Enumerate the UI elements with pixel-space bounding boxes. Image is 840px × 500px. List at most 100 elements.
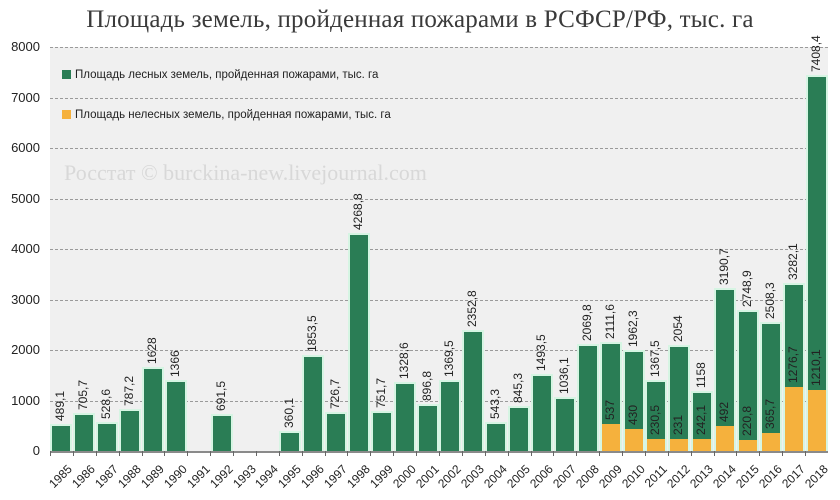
bar-value-label-total: 705,7 <box>76 379 90 410</box>
legend-item-forest: Площадь лесных земель, пройденная пожара… <box>62 69 378 81</box>
y-tick-label: 8000 <box>11 39 40 54</box>
x-tick <box>599 451 600 456</box>
x-tick <box>347 451 348 456</box>
chart-title: Площадь земель, пройденная пожарами в РС… <box>86 6 754 33</box>
bar-forest <box>739 312 757 451</box>
bar-forest <box>808 77 826 451</box>
bar-nonforest <box>625 429 643 451</box>
y-tick-label: 1000 <box>11 393 40 408</box>
gridline <box>50 148 828 149</box>
bar-forest <box>144 369 162 451</box>
bar-forest <box>716 290 734 451</box>
bar-value-label-total: 543,3 <box>488 388 502 419</box>
x-tick <box>462 451 463 456</box>
x-tick <box>531 451 532 456</box>
bar-nonforest <box>693 439 711 451</box>
x-tick <box>553 451 554 456</box>
x-tick <box>96 451 97 456</box>
bar-value-label-total: 3190,7 <box>717 248 731 285</box>
bar-forest <box>670 347 688 451</box>
x-tick <box>782 451 783 456</box>
bar-forest <box>327 414 345 451</box>
bar-forest <box>625 352 643 451</box>
bar-value-label-total: 845,3 <box>511 372 525 403</box>
bar-value-label-nonforest: 220,8 <box>740 405 754 436</box>
bar-forest <box>556 399 574 451</box>
bar-forest <box>75 415 93 451</box>
bar-nonforest <box>785 387 803 451</box>
bar-forest <box>579 346 597 451</box>
bar-value-label-total: 1158 <box>694 362 708 388</box>
bar-value-label-total: 4268,8 <box>351 193 365 230</box>
x-tick <box>645 451 646 456</box>
bar-forest <box>487 424 505 451</box>
gridline <box>50 199 828 200</box>
x-tick <box>416 451 417 456</box>
legend-swatch-nonforest <box>62 110 71 119</box>
bar-value-label-total: 2069,8 <box>580 304 594 341</box>
bar-value-label-total: 528,6 <box>99 388 113 419</box>
bar-value-label-nonforest: 242,1 <box>694 404 708 435</box>
bar-value-label-total: 2748,9 <box>740 270 754 307</box>
x-tick <box>485 451 486 456</box>
x-tick <box>691 451 692 456</box>
bar-forest <box>350 235 368 451</box>
bar-value-label-total: 896,8 <box>420 370 434 401</box>
x-tick <box>508 451 509 456</box>
bar-forest <box>510 408 528 451</box>
legend-swatch-forest <box>62 70 71 79</box>
y-tick-label: 0 <box>32 443 40 458</box>
bar-nonforest <box>716 426 734 451</box>
bar-value-label-total: 1366 <box>168 350 182 377</box>
watermark: Росстат © burckina-new.livejournal.com <box>64 160 427 185</box>
x-tick <box>164 451 165 456</box>
bar-value-label-total: 2054 <box>671 315 685 342</box>
bar-value-label-total: 1628 <box>145 337 159 364</box>
bar-value-label-total: 360,1 <box>282 397 296 428</box>
bar-forest <box>213 416 231 451</box>
bar-value-label-nonforest: 430 <box>626 404 640 425</box>
gridline <box>50 350 828 351</box>
x-tick <box>576 451 577 456</box>
bar-forest <box>396 384 414 451</box>
gridline <box>50 249 828 250</box>
x-tick <box>187 451 188 456</box>
x-tick <box>439 451 440 456</box>
bar-forest <box>373 413 391 451</box>
x-tick <box>233 451 234 456</box>
y-tick-label: 7000 <box>11 90 40 105</box>
legend-label-forest: Площадь лесных земель, пройденная пожара… <box>75 69 379 81</box>
bar-value-label-total: 2352,8 <box>465 290 479 327</box>
bar-value-label-total: 2111,6 <box>603 304 617 339</box>
bar-nonforest <box>808 390 826 451</box>
bar-value-label-total: 1962,3 <box>626 310 640 347</box>
x-tick <box>279 451 280 456</box>
bar-value-label-nonforest: 1276,7 <box>786 346 800 383</box>
bar-forest <box>167 382 185 451</box>
bar-forest <box>693 393 711 451</box>
x-tick <box>325 451 326 456</box>
x-tick <box>302 451 303 456</box>
bar-forest <box>464 332 482 451</box>
bar-value-label-total: 3282,1 <box>786 243 800 280</box>
bar-nonforest <box>602 424 620 451</box>
y-tick-label: 2000 <box>11 342 40 357</box>
bar-value-label-total: 691,5 <box>214 380 228 411</box>
x-tick <box>370 451 371 456</box>
bar-value-label-total: 1493,5 <box>534 334 548 371</box>
bar-value-label-nonforest: 537 <box>603 399 617 420</box>
bar-forest <box>762 324 780 451</box>
bar-forest <box>419 406 437 451</box>
x-tick <box>759 451 760 456</box>
bar-forest <box>98 424 116 451</box>
bar-value-label-total: 1367,5 <box>648 340 662 377</box>
x-tick <box>256 451 257 456</box>
bar-forest <box>52 426 70 451</box>
bar-value-label-nonforest: 231 <box>671 414 685 435</box>
gridline <box>50 300 828 301</box>
gridline <box>50 401 828 402</box>
x-tick <box>73 451 74 456</box>
bar-value-label-total: 2508,3 <box>763 282 777 319</box>
x-tick <box>736 451 737 456</box>
y-tick-label: 6000 <box>11 140 40 155</box>
